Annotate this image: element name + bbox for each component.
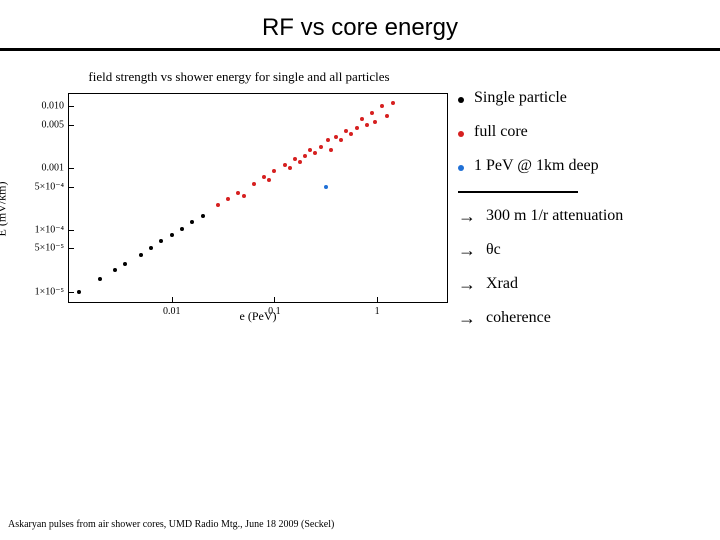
data-point-full [319, 145, 323, 149]
data-point-full [242, 194, 246, 198]
chart-xlabel: e (PeV) [68, 309, 448, 324]
arrow-icon: → [458, 275, 476, 293]
data-point-single [159, 239, 163, 243]
data-point-full [365, 123, 369, 127]
data-point-full [385, 114, 389, 118]
data-point-single [180, 227, 184, 231]
arrow-icon: → [458, 241, 476, 259]
chart-title: field strength vs shower energy for sing… [30, 69, 448, 85]
ytick-label: 0.005 [42, 119, 70, 130]
legend-label: 1 PeV @ 1km deep [474, 157, 599, 175]
chart-plotbox: 0.010.110.0100.0050.0015×10⁻⁴1×10⁻⁴5×10⁻… [68, 93, 448, 303]
data-point-full [288, 166, 292, 170]
ytick-label: 0.001 [42, 163, 70, 174]
legend-item: full core [458, 123, 710, 141]
ytick-label: 1×10⁻⁴ [35, 224, 69, 235]
chart-area: E (mV/km) 0.010.110.0100.0050.0015×10⁻⁴1… [30, 93, 448, 324]
data-point-full [380, 104, 384, 108]
data-point-full [308, 148, 312, 152]
xtick-label: 0.01 [163, 302, 181, 317]
data-point-full [236, 191, 240, 195]
slide-title: RF vs core energy [0, 0, 720, 48]
legend-label: full core [474, 123, 528, 141]
legend-list: Single particle full core 1 PeV @ 1km deep [458, 89, 710, 175]
legend-bullet-icon [458, 97, 464, 103]
data-point-full [313, 151, 317, 155]
arrow-icon: → [458, 309, 476, 327]
legend-bullet-icon [458, 131, 464, 137]
data-point-full [272, 169, 276, 173]
data-point-full [339, 138, 343, 142]
ytick-label: 5×10⁻⁵ [35, 243, 69, 254]
data-point-full [349, 132, 353, 136]
data-point-full [283, 163, 287, 167]
footer-text: Askaryan pulses from air shower cores, U… [8, 519, 334, 530]
annotation-panel: Single particle full core 1 PeV @ 1km deep… [458, 69, 710, 343]
xtick-label: 1 [375, 302, 380, 317]
data-point-full [267, 178, 271, 182]
data-point-full [303, 154, 307, 158]
data-point-full [370, 111, 374, 115]
data-point-full [298, 160, 302, 164]
note-item: → θc [458, 241, 710, 259]
arrow-icon: → [458, 207, 476, 225]
notes-list: → 300 m 1/r attenuation → θc → Xrad → coherence [458, 207, 710, 327]
data-point-single [113, 268, 117, 272]
ytick-label: 5×10⁻⁴ [35, 181, 69, 192]
legend-item: 1 PeV @ 1km deep [458, 157, 710, 175]
data-point-full [373, 120, 377, 124]
note-label: Xrad [486, 275, 518, 293]
data-point-single [149, 246, 153, 250]
data-point-full [360, 117, 364, 121]
data-point-single [190, 220, 194, 224]
data-point-full [334, 135, 338, 139]
legend-label: Single particle [474, 89, 567, 107]
data-point-full [226, 197, 230, 201]
legend-bullet-icon [458, 165, 464, 171]
data-point-full [344, 129, 348, 133]
data-point-single [170, 233, 174, 237]
data-point-full [326, 138, 330, 142]
ytick-label: 1×10⁻⁵ [35, 286, 69, 297]
note-item: → 300 m 1/r attenuation [458, 207, 710, 225]
data-point-full [216, 203, 220, 207]
data-point-single [139, 253, 143, 257]
content-area: field strength vs shower energy for sing… [0, 51, 720, 343]
chart-container: field strength vs shower energy for sing… [30, 69, 448, 343]
data-point-full [329, 148, 333, 152]
data-point-full [391, 101, 395, 105]
data-point-single [123, 262, 127, 266]
note-label: θc [486, 241, 501, 259]
data-point-ref [324, 185, 328, 189]
note-label: coherence [486, 309, 551, 327]
data-point-full [293, 157, 297, 161]
note-item: → Xrad [458, 275, 710, 293]
note-item: → coherence [458, 309, 710, 327]
chart-ylabel: E (mV/km) [0, 181, 10, 236]
data-point-full [355, 126, 359, 130]
data-point-single [201, 214, 205, 218]
data-point-single [98, 277, 102, 281]
data-point-full [252, 182, 256, 186]
legend-item: Single particle [458, 89, 710, 107]
xtick-label: 0.1 [268, 302, 281, 317]
annotation-divider [458, 191, 578, 193]
data-point-full [262, 175, 266, 179]
data-point-single [77, 290, 81, 294]
note-label: 300 m 1/r attenuation [486, 207, 623, 225]
ytick-label: 0.010 [42, 101, 70, 112]
